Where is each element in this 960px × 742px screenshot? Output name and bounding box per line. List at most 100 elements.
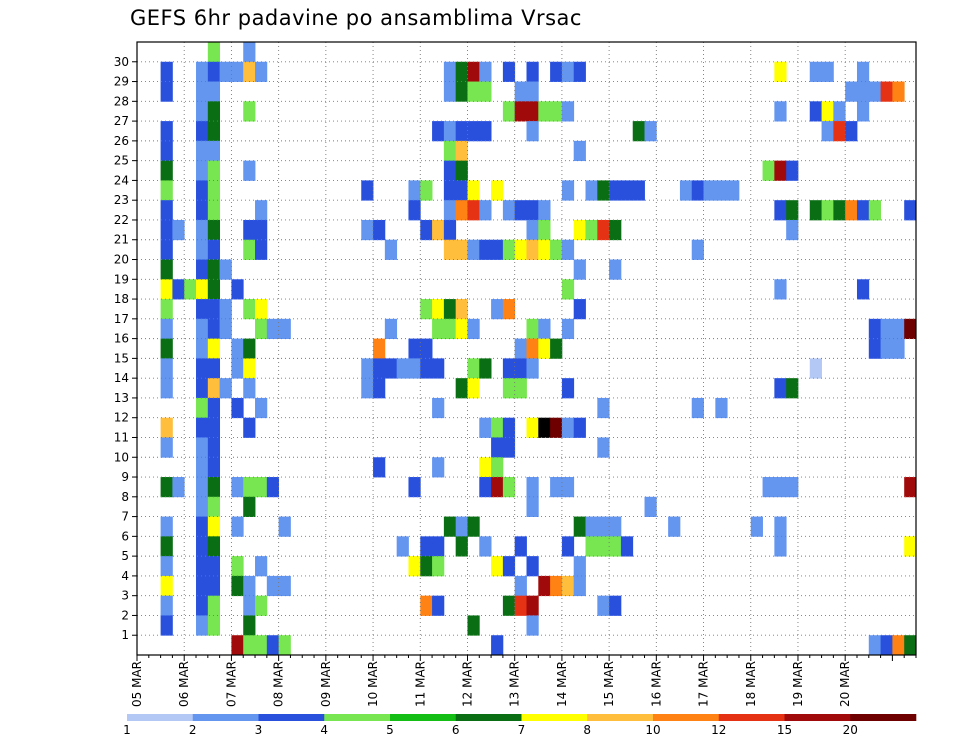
- heatmap-cell: [243, 635, 256, 656]
- heatmap-cell: [443, 200, 457, 221]
- heatmap-cell: [597, 437, 610, 458]
- heatmap-cell: [904, 635, 917, 656]
- y-tick-label: 3: [121, 589, 129, 603]
- heatmap-cell: [573, 417, 586, 438]
- heatmap-cell: [597, 595, 610, 616]
- heatmap-cell: [255, 595, 268, 616]
- heatmap-cell: [526, 219, 539, 241]
- heatmap-cell: [231, 516, 244, 537]
- heatmap-cell: [467, 516, 480, 537]
- heatmap-cell: [207, 358, 221, 379]
- y-tick-label: 8: [121, 490, 129, 504]
- heatmap-cell: [160, 378, 173, 399]
- heatmap-cell: [561, 180, 575, 201]
- y-tick-label: 19: [114, 272, 129, 286]
- heatmap-cell: [550, 239, 563, 260]
- colorbar-label: 4: [320, 723, 328, 737]
- heatmap-cell: [526, 595, 539, 616]
- heatmap-cell: [160, 516, 173, 537]
- heatmap-cell: [514, 101, 527, 122]
- heatmap-cell: [231, 575, 244, 597]
- heatmap-cell: [868, 338, 881, 359]
- heatmap-cell: [373, 457, 386, 478]
- heatmap-cell: [231, 556, 244, 577]
- heatmap-cell: [160, 239, 173, 260]
- heatmap-cell: [443, 239, 457, 260]
- heatmap-cell: [856, 81, 870, 102]
- heatmap-cell: [219, 378, 232, 399]
- heatmap-cell: [408, 338, 421, 359]
- heatmap-cell: [432, 121, 445, 142]
- heatmap-cell: [573, 575, 586, 597]
- heatmap-cell: [561, 318, 575, 340]
- heatmap-cell: [774, 160, 787, 181]
- colorbar-label: 20: [843, 723, 858, 737]
- heatmap-cell: [502, 101, 516, 122]
- heatmap-cell: [160, 575, 173, 597]
- heatmap-cell: [160, 279, 173, 300]
- heatmap-cell: [408, 180, 421, 201]
- heatmap-cell: [609, 180, 622, 201]
- heatmap-cell: [443, 516, 457, 537]
- heatmap-cell: [373, 219, 386, 241]
- heatmap-cell: [904, 200, 917, 221]
- heatmap-cell: [514, 536, 527, 557]
- heatmap-cell: [479, 121, 492, 142]
- heatmap-cell: [526, 417, 539, 438]
- heatmap-cell: [255, 318, 268, 340]
- heatmap-cell: [255, 299, 268, 320]
- heatmap-cell: [219, 259, 232, 280]
- heatmap-cell: [467, 180, 480, 201]
- y-tick-label: 2: [121, 608, 129, 622]
- heatmap-cell: [479, 417, 492, 438]
- heatmap-cell: [538, 318, 551, 340]
- heatmap-cell: [502, 477, 516, 498]
- y-tick-label: 16: [114, 332, 129, 346]
- heatmap-cell: [266, 477, 280, 498]
- heatmap-cell: [455, 299, 468, 320]
- y-tick-label: 10: [114, 450, 129, 464]
- x-tick-label: 15 MAR: [602, 661, 616, 707]
- heatmap-cell: [255, 219, 268, 241]
- heatmap-cell: [160, 417, 173, 438]
- heatmap-cell: [432, 457, 445, 478]
- y-tick-label: 15: [114, 351, 129, 365]
- heatmap-cell: [420, 536, 433, 557]
- heatmap-cell: [774, 378, 787, 399]
- heatmap-cell: [443, 81, 457, 102]
- heatmap-cell: [207, 42, 221, 63]
- heatmap-cell: [207, 140, 221, 162]
- heatmap-cell: [880, 635, 893, 656]
- heatmap-cell: [479, 200, 492, 221]
- heatmap-cell: [514, 595, 527, 616]
- heatmap-cell: [561, 61, 575, 82]
- heatmap-cell: [514, 200, 527, 221]
- heatmap-cell: [502, 437, 516, 458]
- heatmap-cell: [691, 397, 704, 419]
- heatmap-cell: [196, 496, 209, 517]
- heatmap-cell: [207, 477, 221, 498]
- heatmap-cell: [774, 279, 787, 300]
- y-tick-label: 4: [121, 569, 129, 583]
- colorbar-segment: [587, 714, 654, 721]
- colorbar-label: 10: [645, 723, 660, 737]
- heatmap-cell: [892, 338, 905, 359]
- heatmap-cell: [491, 556, 504, 577]
- colorbar-label: 2: [189, 723, 197, 737]
- heatmap-cell: [243, 299, 256, 320]
- heatmap-cell: [821, 101, 834, 122]
- heatmap-cell: [207, 101, 221, 122]
- heatmap-cell: [609, 536, 622, 557]
- y-tick-label: 28: [114, 94, 129, 108]
- heatmap-cell: [845, 121, 858, 142]
- heatmap-cell: [455, 318, 468, 340]
- heatmap-cell: [479, 239, 492, 260]
- x-tick-label: 17 MAR: [697, 661, 711, 707]
- heatmap-cell: [255, 239, 268, 260]
- heatmap-cell: [455, 180, 468, 201]
- y-tick-label: 11: [114, 430, 129, 444]
- heatmap-cell: [184, 279, 197, 300]
- heatmap-cell: [243, 477, 256, 498]
- heatmap-cell: [526, 239, 539, 260]
- colorbar-segment: [784, 714, 851, 721]
